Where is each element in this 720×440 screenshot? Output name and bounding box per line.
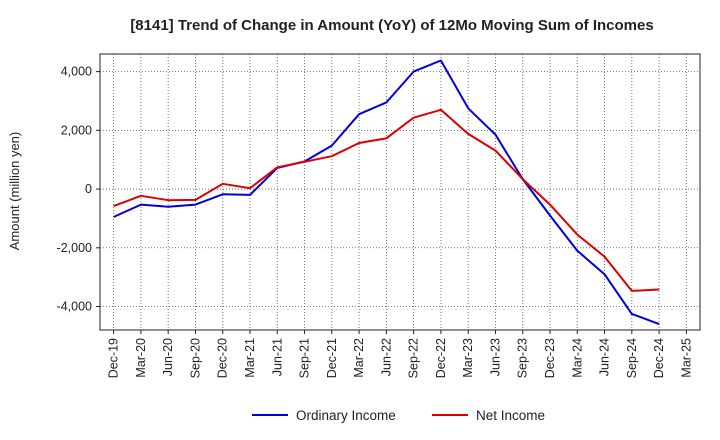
y-tick-label: 0 bbox=[85, 182, 92, 196]
x-tick-label: Dec-22 bbox=[434, 338, 448, 378]
y-tick-label: 2,000 bbox=[61, 123, 92, 137]
x-tick-label: Dec-23 bbox=[543, 338, 557, 378]
x-tick-label: Dec-21 bbox=[325, 338, 339, 378]
x-tick-label: Jun-23 bbox=[488, 338, 502, 376]
x-tick-label: Jun-24 bbox=[598, 338, 612, 376]
x-tick-label: Sep-21 bbox=[298, 338, 312, 378]
x-tick-label: Dec-19 bbox=[107, 338, 121, 378]
x-tick-label: Dec-20 bbox=[216, 338, 230, 378]
x-tick-label: Sep-24 bbox=[625, 338, 639, 378]
x-tick-label: Mar-20 bbox=[134, 338, 148, 378]
x-tick-label: Mar-21 bbox=[243, 338, 257, 378]
y-axis-label: Amount (million yen) bbox=[7, 132, 22, 251]
series-line-net-income bbox=[113, 108, 660, 292]
y-axis: 4,000 2,000 0 -2,000 -4,000 bbox=[57, 65, 100, 314]
series-lines bbox=[113, 59, 660, 326]
y-tick-label: 4,000 bbox=[61, 65, 92, 79]
legend-label-ordinary-income: Ordinary Income bbox=[296, 408, 396, 423]
series-line-ordinary-income bbox=[113, 59, 660, 326]
y-tick-label: -2,000 bbox=[57, 241, 92, 255]
x-tick-label: Sep-23 bbox=[516, 338, 530, 378]
x-tick-label: Jun-20 bbox=[161, 338, 175, 376]
chart-title: [8141] Trend of Change in Amount (YoY) o… bbox=[130, 17, 653, 34]
y-tick-label: -4,000 bbox=[57, 300, 92, 314]
x-tick-label: Sep-22 bbox=[407, 338, 421, 378]
x-tick-label: Sep-20 bbox=[188, 338, 202, 378]
x-axis: Dec-19 Mar-20 Jun-20 Sep-20 Dec-20 Mar-21 Jun-… bbox=[107, 330, 693, 378]
x-tick-label: Mar-23 bbox=[461, 338, 475, 378]
x-tick-label: Mar-24 bbox=[570, 338, 584, 378]
legend-label-net-income: Net Income bbox=[476, 408, 545, 423]
x-tick-label: Dec-24 bbox=[652, 338, 666, 378]
x-tick-label: Mar-22 bbox=[352, 338, 366, 378]
x-tick-label: Jun-22 bbox=[379, 338, 393, 376]
plot-area bbox=[99, 53, 701, 331]
grid bbox=[100, 54, 700, 330]
x-tick-label: Mar-25 bbox=[679, 338, 693, 378]
x-tick-label: Jun-21 bbox=[270, 338, 284, 376]
legend: Ordinary Income Net Income bbox=[252, 408, 545, 423]
